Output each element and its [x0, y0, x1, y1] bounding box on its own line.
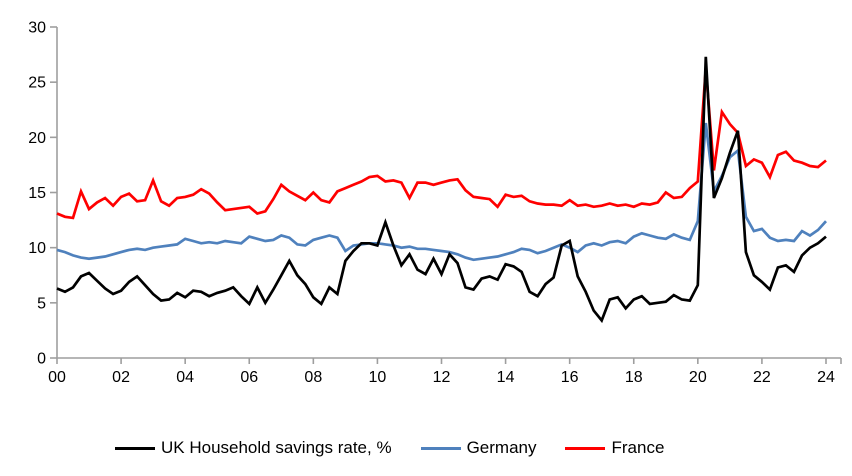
- uk-line-swatch: [115, 446, 155, 450]
- legend-label-uk: UK Household savings rate, %: [161, 438, 392, 457]
- savings-rate-line-chart: 0 5 10 15 20 25 30 00 02 04 06 08 10 12 14 16 18 20 22 24: [28, 20, 842, 386]
- legend-item-uk: UK Household savings rate, %: [115, 438, 392, 458]
- x-tick-label: 06: [240, 369, 258, 386]
- x-tick-label: 02: [112, 369, 130, 386]
- series-line-uk: [56, 56, 827, 324]
- x-tick-label: 00: [48, 369, 66, 386]
- chart-area: 0 5 10 15 20 25 30 00 02 04 06 08 10 12 14 16 18 20 22 24: [28, 20, 842, 386]
- chart-legend: UK Household savings rate, % Germany Fra…: [115, 438, 664, 458]
- x-tick-label: 14: [497, 369, 515, 386]
- y-tick-label: 25: [28, 75, 46, 92]
- y-tick-label: 10: [28, 240, 46, 257]
- y-tick-label: 5: [37, 295, 46, 312]
- france-line-swatch: [565, 446, 606, 450]
- x-tick-label: 24: [817, 369, 835, 386]
- legend-item-germany: Germany: [420, 438, 537, 458]
- x-tick-label: 08: [304, 369, 322, 386]
- x-tick-label: 20: [689, 369, 707, 386]
- series-line-germany: [56, 122, 827, 262]
- y-tick-label: 30: [28, 20, 46, 37]
- y-tick-label: 20: [28, 130, 46, 147]
- legend-item-france: France: [565, 438, 664, 458]
- germany-line-swatch: [420, 446, 461, 450]
- legend-label-germany: Germany: [466, 438, 537, 457]
- x-tick-label: 18: [625, 369, 643, 386]
- x-tick-label: 04: [176, 369, 194, 386]
- x-tick-label: 10: [369, 369, 387, 386]
- y-tick-label: 15: [28, 185, 46, 202]
- legend-label-france: France: [611, 438, 665, 457]
- x-tick-label: 12: [433, 369, 451, 386]
- x-tick-label: 22: [753, 369, 771, 386]
- x-tick-label: 16: [561, 369, 579, 386]
- series-line-france: [56, 67, 827, 220]
- y-tick-label: 0: [37, 351, 46, 368]
